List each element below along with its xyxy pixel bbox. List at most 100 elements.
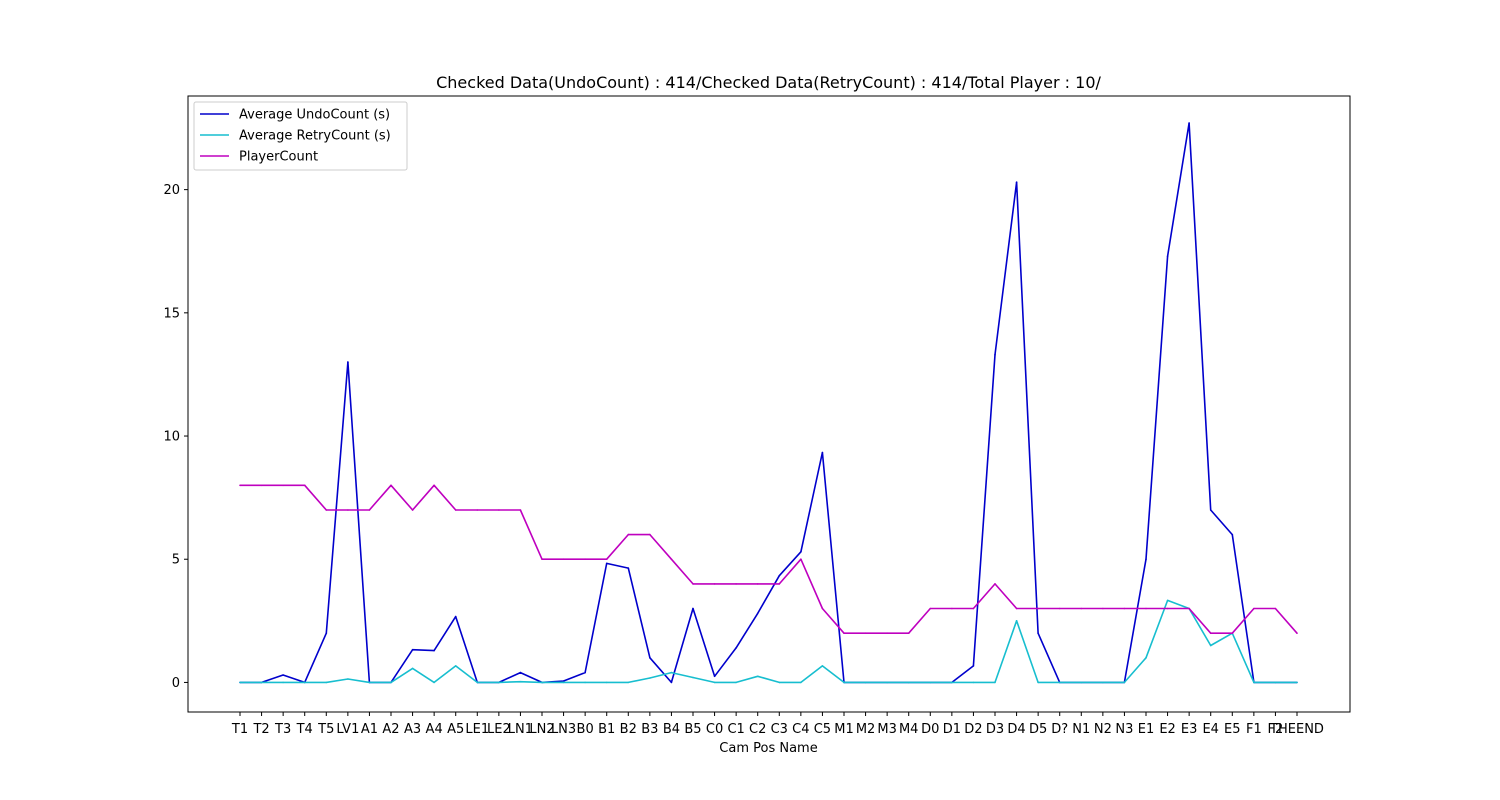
series-line-1 — [240, 599, 1297, 684]
series-1-point — [843, 681, 845, 684]
x-tick-label: A3 — [404, 722, 421, 737]
x-tick-label: E2 — [1159, 722, 1176, 737]
series-2-point — [1231, 632, 1234, 634]
x-tick-label: M4 — [899, 722, 919, 737]
series-1-point — [303, 681, 306, 684]
series-0-point — [670, 681, 673, 684]
series-1-point — [1274, 681, 1277, 684]
series-1-point — [800, 681, 802, 684]
series-2-point — [260, 484, 263, 487]
y-axis: 0 5 10 15 20 — [163, 183, 188, 691]
series-2-point — [562, 558, 565, 560]
x-tick-label: LN3 — [551, 722, 576, 737]
series-1-point — [562, 681, 565, 684]
series-2-point — [303, 484, 306, 487]
series-1-point — [325, 681, 328, 684]
series-1-point — [1015, 620, 1018, 622]
x-tick-label: T4 — [296, 722, 313, 737]
series-1-point — [347, 678, 349, 680]
x-tick-label: M2 — [856, 722, 876, 737]
chart-title: Checked Data(UndoCount) : 414/Checked Da… — [436, 73, 1101, 92]
x-tick-label: A5 — [447, 722, 464, 737]
y-tick-label: 10 — [163, 430, 180, 445]
x-tick-label: A1 — [361, 722, 378, 737]
series-1-point — [1166, 599, 1169, 602]
series-1-point — [519, 680, 522, 683]
series-2-point — [1015, 607, 1018, 610]
series-0-point — [1037, 632, 1039, 634]
x-tick-label: T1 — [231, 722, 248, 737]
x-tick-label: B3 — [641, 722, 658, 737]
series-2-point — [886, 632, 888, 634]
series-1-point — [454, 665, 457, 667]
series-1-point — [972, 681, 975, 684]
series-0-point — [433, 649, 435, 652]
x-tick-label: C4 — [792, 722, 809, 737]
x-tick-label: N3 — [1115, 722, 1133, 737]
series-2-point — [1274, 607, 1277, 610]
x-tick-label: B4 — [663, 722, 680, 737]
x-tick-label: C1 — [727, 722, 744, 737]
series-1-point — [260, 681, 263, 684]
x-tick-label: C0 — [706, 722, 723, 737]
series-1-point — [994, 681, 996, 684]
x-tick-label: T5 — [317, 722, 334, 737]
series-0-point — [347, 361, 349, 363]
x-tick-label: B1 — [598, 722, 615, 737]
series-2-point — [907, 632, 910, 634]
series-0-point — [1188, 122, 1190, 124]
series-0-point — [821, 451, 824, 454]
series-1-point — [670, 671, 673, 674]
series-0-point — [713, 675, 716, 678]
series-1-point — [1058, 681, 1061, 684]
series-2-point — [929, 607, 932, 610]
series-2-point — [498, 509, 500, 511]
series-2-point — [972, 607, 975, 610]
series-0-point — [1209, 509, 1212, 511]
series-2-point — [778, 583, 781, 585]
series-layer — [239, 122, 1298, 684]
series-1-point — [605, 681, 608, 684]
x-tick-label: B0 — [577, 722, 594, 737]
series-1-point — [1080, 681, 1083, 684]
series-2-point — [821, 607, 824, 610]
series-2-point — [951, 607, 953, 610]
series-2-point — [584, 558, 586, 560]
series-0-point — [584, 671, 586, 674]
series-2-point — [843, 632, 845, 634]
series-0-point — [1145, 558, 1147, 560]
series-2-point — [239, 484, 241, 487]
x-tick-label: T3 — [274, 722, 291, 737]
x-tick-label: T2 — [252, 722, 269, 737]
legend-label: PlayerCount — [239, 150, 318, 165]
x-tick-label: B5 — [684, 722, 701, 737]
y-tick-label: 0 — [172, 676, 180, 691]
series-2-point — [692, 583, 694, 585]
y-tick-label: 15 — [163, 306, 180, 321]
series-2-point — [433, 484, 435, 487]
series-2-point — [1253, 607, 1255, 610]
series-0-point — [649, 657, 651, 659]
series-2-point — [735, 583, 737, 585]
series-1-point — [1296, 681, 1298, 684]
series-1-point — [390, 681, 392, 684]
series-0-point — [454, 615, 457, 618]
series-0-point — [605, 562, 608, 565]
series-0-point — [972, 665, 975, 667]
series-2-point — [756, 583, 759, 585]
series-2-point — [994, 583, 996, 585]
x-tick-label: D4 — [1007, 722, 1025, 737]
x-tick-label: LE2 — [487, 722, 511, 737]
x-tick-label: D1 — [943, 722, 961, 737]
series-1-point — [713, 681, 716, 684]
series-1-point — [692, 676, 694, 679]
x-tick-label: E4 — [1202, 722, 1219, 737]
x-tick-label: D3 — [986, 722, 1004, 737]
x-tick-label: LN1 — [508, 722, 533, 737]
series-2-point — [1080, 607, 1083, 610]
series-2-point — [649, 533, 651, 536]
series-2-point — [1123, 607, 1126, 610]
series-1-point — [411, 667, 414, 670]
